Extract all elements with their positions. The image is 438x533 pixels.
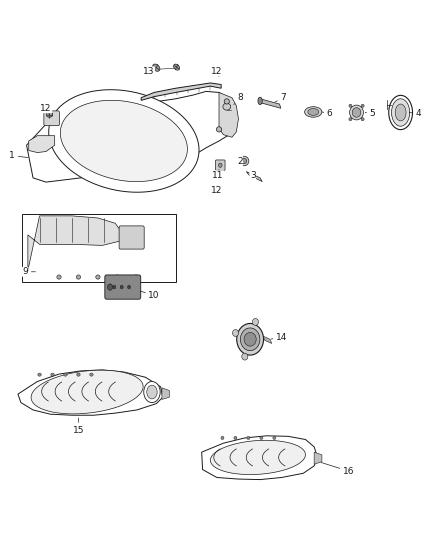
Polygon shape xyxy=(141,83,221,100)
Ellipse shape xyxy=(223,103,231,110)
Text: 3: 3 xyxy=(250,171,256,180)
FancyBboxPatch shape xyxy=(105,275,141,299)
Text: 8: 8 xyxy=(234,93,243,104)
Text: 12: 12 xyxy=(40,104,52,115)
Ellipse shape xyxy=(237,324,264,355)
Ellipse shape xyxy=(51,373,54,376)
Polygon shape xyxy=(219,92,238,138)
Ellipse shape xyxy=(244,333,256,346)
Polygon shape xyxy=(31,370,143,414)
Ellipse shape xyxy=(77,373,80,376)
Ellipse shape xyxy=(38,373,41,376)
Ellipse shape xyxy=(389,95,413,130)
Polygon shape xyxy=(162,388,169,399)
Text: 13: 13 xyxy=(143,67,155,76)
Polygon shape xyxy=(60,100,187,182)
Polygon shape xyxy=(29,136,55,152)
Ellipse shape xyxy=(144,382,160,402)
Bar xyxy=(22,214,176,282)
Ellipse shape xyxy=(260,437,263,440)
Ellipse shape xyxy=(96,275,100,279)
Ellipse shape xyxy=(349,118,352,121)
Text: 14: 14 xyxy=(271,333,287,342)
Text: 16: 16 xyxy=(321,463,354,475)
Polygon shape xyxy=(28,216,122,271)
Ellipse shape xyxy=(57,275,61,279)
FancyBboxPatch shape xyxy=(119,226,144,249)
Ellipse shape xyxy=(349,104,352,107)
Text: 5: 5 xyxy=(365,109,375,118)
Ellipse shape xyxy=(361,104,364,107)
Ellipse shape xyxy=(241,158,247,164)
Text: 7: 7 xyxy=(275,93,286,102)
Ellipse shape xyxy=(120,285,123,289)
Ellipse shape xyxy=(221,437,224,440)
Ellipse shape xyxy=(76,275,81,279)
Polygon shape xyxy=(210,440,305,474)
Ellipse shape xyxy=(247,437,250,440)
Ellipse shape xyxy=(233,329,239,336)
Polygon shape xyxy=(18,370,163,415)
Ellipse shape xyxy=(395,104,406,121)
Ellipse shape xyxy=(113,285,116,289)
Ellipse shape xyxy=(308,109,319,115)
Ellipse shape xyxy=(252,319,258,325)
Text: 10: 10 xyxy=(140,291,160,300)
Text: 6: 6 xyxy=(322,109,332,118)
Text: 1: 1 xyxy=(9,151,28,160)
Polygon shape xyxy=(49,90,199,192)
Polygon shape xyxy=(263,336,272,343)
Polygon shape xyxy=(246,172,262,182)
Ellipse shape xyxy=(242,353,248,360)
Ellipse shape xyxy=(219,163,222,167)
FancyBboxPatch shape xyxy=(44,111,60,126)
Text: 4: 4 xyxy=(409,109,421,118)
Ellipse shape xyxy=(115,275,120,279)
Polygon shape xyxy=(260,99,281,108)
Ellipse shape xyxy=(153,64,160,71)
Ellipse shape xyxy=(304,107,322,117)
Ellipse shape xyxy=(224,99,230,104)
Ellipse shape xyxy=(361,118,364,121)
Ellipse shape xyxy=(350,105,364,120)
Ellipse shape xyxy=(216,127,222,132)
Ellipse shape xyxy=(352,108,361,117)
Text: 2: 2 xyxy=(237,157,243,166)
Ellipse shape xyxy=(214,186,220,191)
Ellipse shape xyxy=(46,112,53,117)
Text: 12: 12 xyxy=(211,67,223,77)
Polygon shape xyxy=(202,436,318,480)
Ellipse shape xyxy=(240,328,260,351)
Ellipse shape xyxy=(127,285,131,289)
Ellipse shape xyxy=(107,284,113,290)
Ellipse shape xyxy=(258,97,262,104)
Ellipse shape xyxy=(134,275,138,279)
Ellipse shape xyxy=(234,437,237,440)
Ellipse shape xyxy=(173,64,180,70)
FancyBboxPatch shape xyxy=(215,160,225,171)
Ellipse shape xyxy=(90,373,93,376)
Text: 9: 9 xyxy=(22,267,35,276)
Text: 11: 11 xyxy=(212,169,224,180)
Ellipse shape xyxy=(147,385,157,399)
Polygon shape xyxy=(314,452,322,464)
Ellipse shape xyxy=(273,437,276,440)
Text: 15: 15 xyxy=(73,418,84,434)
Ellipse shape xyxy=(392,99,410,126)
Polygon shape xyxy=(27,91,234,182)
Text: 12: 12 xyxy=(211,185,223,195)
Ellipse shape xyxy=(64,373,67,376)
Ellipse shape xyxy=(239,156,249,166)
